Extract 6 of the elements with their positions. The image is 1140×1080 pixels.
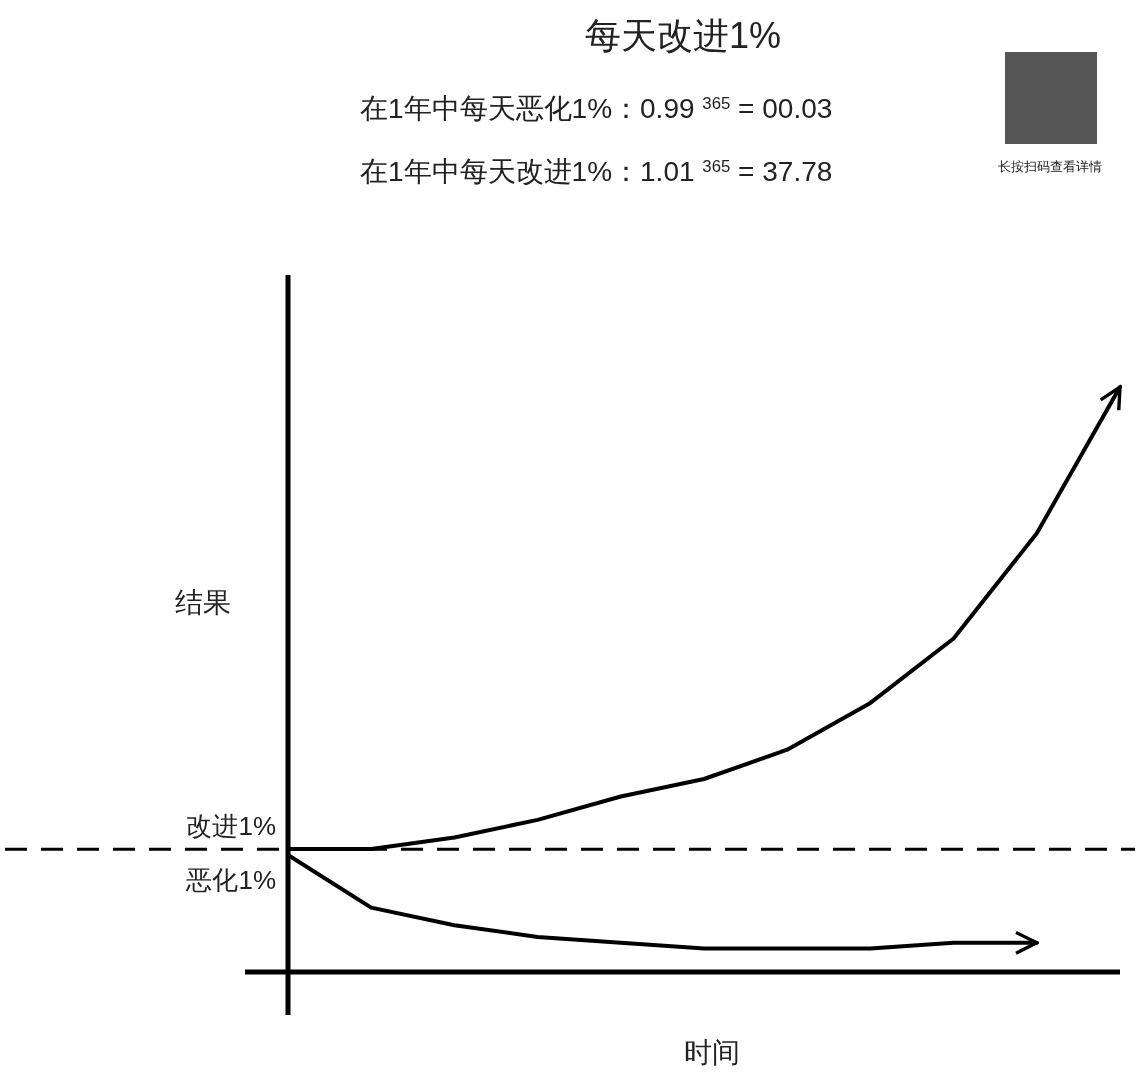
title: 每天改进1% [585,15,781,56]
annotation: 长按扫码查看详情 [998,159,1102,174]
xlabel: 时间 [684,1037,740,1068]
annotation: 在1年中每天改进1%：1.01 $^{365}$ = 37.78 [360,156,833,187]
ylabel: 结果 [175,587,231,618]
annotation: 在1年中每天恶化1%：0.99 $^{365}$ = 00.03 [360,93,833,124]
